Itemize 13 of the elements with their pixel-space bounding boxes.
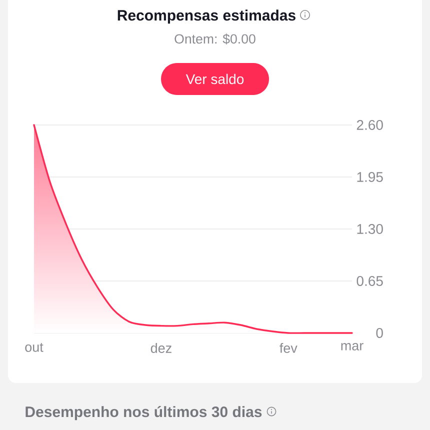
chart-title: Recompensas estimadas	[118, 10, 296, 24]
y-tick-label: 1.30	[357, 224, 383, 234]
y-tick-label: 2.60	[356, 120, 383, 130]
y-tick-label: 0.65	[356, 276, 383, 286]
text: Ver saldo	[186, 74, 244, 84]
y-tick-label: 1.95	[357, 172, 383, 182]
chart-subtitle: Ontem: $0.00	[174, 34, 256, 44]
text: Desempenho nos últimos 30 dias	[26, 406, 262, 420]
x-tick-label: fev	[280, 343, 298, 353]
x-tick-label: mar	[341, 343, 364, 350]
y-tick-label: 0	[376, 328, 383, 338]
x-tick-label: out	[25, 343, 44, 352]
x-tick-label: dez	[150, 343, 172, 353]
